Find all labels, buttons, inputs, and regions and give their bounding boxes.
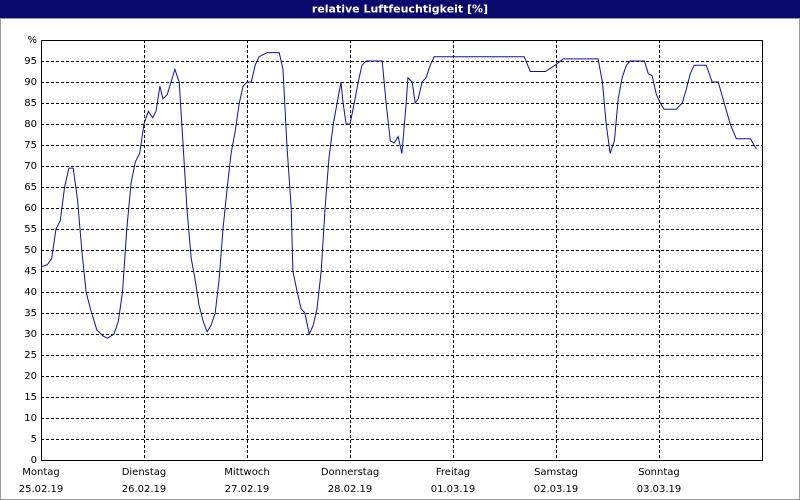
x-tick-date: 02.03.19 xyxy=(534,484,579,495)
window-border xyxy=(0,18,800,500)
y-tick-label: 15 xyxy=(24,392,37,403)
y-tick-label: 40 xyxy=(24,287,37,298)
y-tick-label: 0 xyxy=(31,455,37,466)
x-tick-date: 26.02.19 xyxy=(122,484,167,495)
x-tick-date: 01.03.19 xyxy=(431,484,476,495)
x-tick-label: Samstag xyxy=(534,467,578,478)
y-tick-label: 45 xyxy=(24,266,37,277)
y-tick-label: 85 xyxy=(24,98,37,109)
y-tick-label: 70 xyxy=(24,161,37,172)
y-tick-label: 65 xyxy=(24,182,37,193)
y-tick-label: 60 xyxy=(24,203,37,214)
x-tick-label: Montag xyxy=(22,467,59,478)
y-tick-label: 30 xyxy=(24,329,37,340)
x-tick-label: Sonntag xyxy=(638,467,680,478)
y-tick-label: % xyxy=(27,35,37,46)
y-tick-label: 25 xyxy=(24,350,37,361)
x-tick-label: Mittwoch xyxy=(224,467,269,478)
y-tick-label: 35 xyxy=(24,308,37,319)
x-tick-date: 25.02.19 xyxy=(19,484,64,495)
y-tick-label: 50 xyxy=(24,245,37,256)
y-tick-label: 55 xyxy=(24,224,37,235)
y-tick-label: 10 xyxy=(24,413,37,424)
x-tick-date: 28.02.19 xyxy=(328,484,373,495)
x-tick-label: Freitag xyxy=(436,467,470,478)
data-line xyxy=(40,52,757,339)
y-tick-label: 20 xyxy=(24,371,37,382)
y-tick-label: 95 xyxy=(24,56,37,67)
x-tick-date: 03.03.19 xyxy=(637,484,682,495)
y-tick-label: 75 xyxy=(24,140,37,151)
title-bar xyxy=(0,0,800,18)
x-tick-label: Donnerstag xyxy=(321,467,379,478)
x-tick-date: 27.02.19 xyxy=(225,484,270,495)
plot-frame xyxy=(41,40,763,461)
y-tick-label: 90 xyxy=(24,77,37,88)
y-tick-label: 5 xyxy=(31,434,37,445)
x-tick-label: Dienstag xyxy=(122,467,167,478)
y-tick-label: 80 xyxy=(24,119,37,130)
chart-title: relative Luftfeuchtigkeit [%] xyxy=(312,3,488,16)
